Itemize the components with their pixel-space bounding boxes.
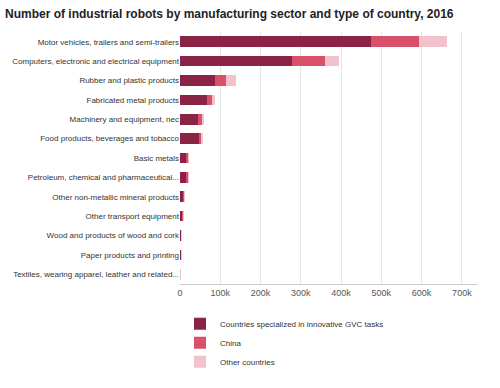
svg-text:Basic metals: Basic metals	[134, 154, 179, 163]
svg-text:Other transport equipment: Other transport equipment	[86, 212, 180, 221]
svg-text:600k: 600k	[412, 288, 432, 298]
svg-text:Number of industrial robots by: Number of industrial robots by manufactu…	[5, 7, 454, 21]
svg-text:100k: 100k	[211, 288, 231, 298]
svg-text:300k: 300k	[291, 288, 311, 298]
svg-text:Machinery and equipment, nec: Machinery and equipment, nec	[70, 115, 179, 124]
svg-text:0: 0	[177, 288, 182, 298]
svg-text:China: China	[220, 339, 241, 348]
svg-text:Food products, beverages and t: Food products, beverages and tobacco	[40, 134, 179, 143]
svg-text:Other countries: Other countries	[220, 358, 275, 367]
svg-text:Rubber and plastic products: Rubber and plastic products	[79, 76, 179, 85]
svg-text:Paper products and printing: Paper products and printing	[81, 251, 179, 260]
svg-text:200k: 200k	[251, 288, 271, 298]
svg-text:400k: 400k	[331, 288, 351, 298]
svg-text:Petroleum, chemical and pharma: Petroleum, chemical and pharmaceutical..…	[28, 173, 179, 182]
svg-text:Wood and products of wood and: Wood and products of wood and cork	[47, 231, 180, 240]
svg-text:Other non-metallic mineral pro: Other non-metallic mineral products	[52, 193, 179, 202]
svg-text:Countries specialized in innov: Countries specialized in innovative GVC …	[220, 320, 383, 329]
svg-text:500k: 500k	[372, 288, 392, 298]
svg-text:Computers, electronic and elec: Computers, electronic and electrical equ…	[12, 57, 180, 66]
svg-text:700k: 700k	[452, 288, 472, 298]
svg-text:Textiles, wearing apparel, lea: Textiles, wearing apparel, leather and r…	[13, 270, 179, 279]
svg-text:Fabricated metal products: Fabricated metal products	[87, 96, 180, 105]
svg-text:Motor vehicles, trailers and s: Motor vehicles, trailers and semi-traile…	[38, 37, 179, 46]
